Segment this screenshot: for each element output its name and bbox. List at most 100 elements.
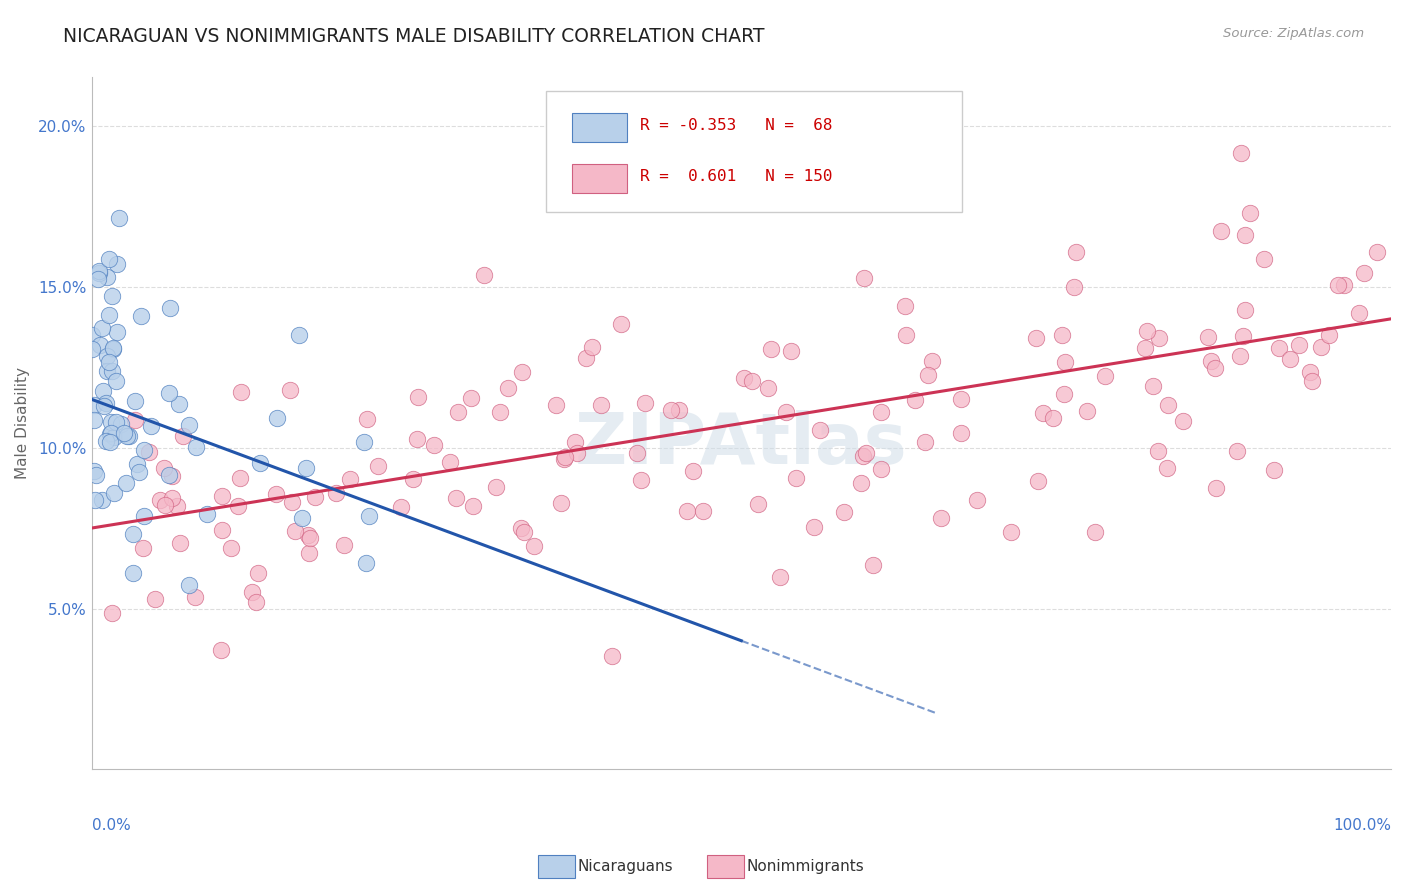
Point	[288, 327, 311, 342]
Text: Nicaraguans: Nicaraguans	[578, 859, 673, 873]
Point	[405, 433, 427, 447]
Point	[1310, 340, 1333, 354]
Point	[132, 541, 155, 556]
Point	[1050, 328, 1073, 343]
Point	[93, 399, 115, 413]
Point	[339, 472, 361, 486]
Point	[785, 471, 807, 485]
Point	[105, 325, 128, 339]
Point	[1301, 374, 1323, 388]
Point	[896, 327, 918, 342]
Point	[160, 491, 183, 505]
Text: R = -0.353   N =  68: R = -0.353 N = 68	[640, 119, 832, 134]
Point	[870, 405, 893, 419]
Point	[904, 393, 927, 408]
Point	[460, 391, 482, 405]
Point	[1353, 266, 1375, 280]
Point	[1064, 244, 1087, 259]
Point	[1025, 330, 1047, 344]
Point	[389, 500, 412, 514]
Point	[83, 398, 105, 412]
Point	[914, 434, 936, 449]
Point	[91, 320, 114, 334]
Point	[917, 368, 939, 383]
Point	[1234, 227, 1257, 242]
Point	[1094, 369, 1116, 384]
Point	[184, 440, 207, 454]
Point	[862, 558, 884, 572]
Point	[832, 506, 855, 520]
Point	[209, 643, 232, 657]
Point	[1205, 481, 1227, 495]
Point	[87, 264, 110, 278]
Point	[855, 446, 877, 460]
Point	[581, 340, 603, 354]
Point	[247, 566, 270, 580]
Point	[172, 429, 194, 443]
Point	[100, 425, 122, 440]
Point	[1053, 354, 1076, 368]
Point	[153, 460, 176, 475]
Point	[1298, 365, 1320, 379]
Point	[96, 396, 118, 410]
Point	[357, 508, 380, 523]
Point	[356, 412, 378, 426]
Point	[756, 382, 779, 396]
Point	[1268, 341, 1291, 355]
FancyBboxPatch shape	[572, 164, 627, 193]
Point	[121, 526, 143, 541]
Point	[439, 455, 461, 469]
Point	[1063, 279, 1085, 293]
Point	[949, 425, 972, 440]
Point	[553, 452, 575, 467]
Point	[498, 381, 520, 395]
Point	[112, 426, 135, 441]
Point	[211, 489, 233, 503]
Point	[87, 272, 110, 286]
Point	[1156, 461, 1178, 475]
Point	[284, 524, 307, 539]
Point	[1253, 252, 1275, 267]
Point	[1199, 354, 1222, 368]
Point	[659, 402, 682, 417]
Point	[83, 413, 105, 427]
Point	[129, 310, 152, 324]
Point	[89, 337, 111, 351]
Point	[1279, 352, 1302, 367]
Point	[117, 428, 139, 442]
Point	[80, 342, 103, 356]
Point	[485, 480, 508, 494]
Point	[1053, 387, 1076, 401]
Point	[423, 437, 446, 451]
Point	[134, 509, 156, 524]
FancyBboxPatch shape	[547, 91, 962, 212]
Point	[356, 556, 378, 570]
FancyBboxPatch shape	[572, 113, 627, 143]
Point	[1076, 403, 1098, 417]
Point	[761, 342, 783, 356]
Point	[630, 473, 652, 487]
Point	[921, 354, 943, 368]
Point	[1204, 361, 1226, 376]
Point	[132, 442, 155, 457]
Point	[333, 538, 356, 552]
Point	[353, 435, 375, 450]
Point	[166, 499, 188, 513]
Point	[733, 371, 755, 385]
Point	[97, 355, 120, 369]
Point	[402, 473, 425, 487]
Point	[128, 465, 150, 479]
Point	[100, 607, 122, 621]
Point	[249, 456, 271, 470]
Point	[775, 405, 797, 419]
Point	[950, 392, 973, 407]
Point	[966, 493, 988, 508]
Point	[325, 486, 347, 500]
Point	[446, 404, 468, 418]
Point	[94, 434, 117, 449]
Point	[266, 411, 288, 425]
Point	[124, 412, 146, 426]
Point	[103, 342, 125, 356]
Point	[589, 398, 612, 412]
Point	[101, 289, 124, 303]
